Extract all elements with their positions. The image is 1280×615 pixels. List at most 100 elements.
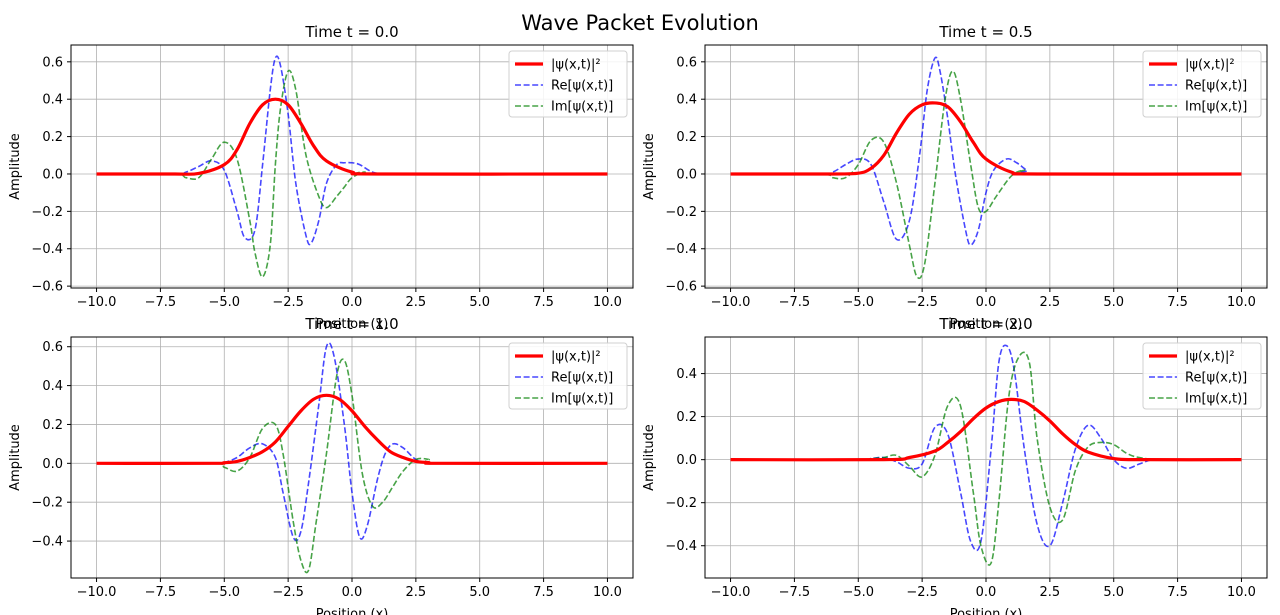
legend-label: |ψ(x,t)|² [551,58,601,73]
legend-label: |ψ(x,t)|² [1185,350,1235,365]
y-tick-label: 0.6 [42,55,63,70]
y-tick-label: −0.2 [665,205,697,220]
x-axis-label: Position (x) [316,317,389,332]
series-line-1 [730,344,1242,552]
x-tick-label: 0.0 [342,585,363,600]
y-tick-label: 0.2 [676,410,697,425]
x-axis-label: Position (x) [950,317,1023,332]
subplot-title: Time t = 2.0 [938,315,1032,333]
legend-label: Re[ψ(x,t)] [551,79,613,94]
x-tick-label: −7.5 [779,585,811,600]
x-tick-label: 2.5 [406,585,427,600]
legend-label: |ψ(x,t)|² [551,350,601,365]
legend-label: Re[ψ(x,t)] [1185,79,1247,94]
y-tick-label: 0.6 [42,340,63,355]
legend-box [508,342,628,410]
y-tick-label: −0.4 [665,539,697,554]
x-tick-label: −5.0 [208,585,240,600]
y-tick-label: 0.2 [42,418,63,433]
legend-label: Re[ψ(x,t)] [551,371,613,386]
legend-label: Re[ψ(x,t)] [1185,371,1247,386]
x-tick-label: 0.0 [976,295,997,310]
legend-label: Im[ψ(x,t)] [551,100,613,115]
legend-box [1142,342,1262,410]
y-tick-label: −0.2 [665,496,697,511]
x-tick-label: −10.0 [77,585,117,600]
grid [705,45,1267,288]
x-tick-label: 7.5 [1167,295,1188,310]
x-tick-label: 10.0 [593,295,622,310]
legend: |ψ(x,t)|² Re[ψ(x,t)] Im[ψ(x,t)] [1142,342,1262,410]
x-tick-label: −10.0 [711,295,751,310]
legend-label: Im[ψ(x,t)] [1185,392,1247,407]
x-tick-label: −2.5 [906,585,938,600]
y-axis-label: Amplitude [8,133,23,200]
subplot-2: −10.0 −7.5 −5.0 −2.5 0.0 2.5 5.0 7.5 10.0 −0.6 −0.… [642,23,1268,332]
series-line-2 [730,70,1242,280]
x-tick-label: 2.5 [1040,295,1061,310]
y-tick-label: 0.0 [42,457,63,472]
x-tick-label: −10.0 [711,585,751,600]
x-tick-label: −2.5 [272,295,304,310]
x-tick-label: 2.5 [406,295,427,310]
x-tick-label: 0.0 [976,585,997,600]
series-group [730,344,1242,566]
x-tick-label: 7.5 [1167,585,1188,600]
x-axis-label: Position (x) [316,607,389,615]
x-tick-label: 5.0 [469,295,490,310]
series-line-0 [730,101,1242,176]
y-tick-label: −0.2 [31,496,63,511]
x-tick-label: 5.0 [469,585,490,600]
series-line-2 [730,351,1242,566]
y-tick-label: 0.0 [42,167,63,182]
y-tick-label: 0.4 [676,93,697,108]
legend: |ψ(x,t)|² Re[ψ(x,t)] Im[ψ(x,t)] [508,50,628,118]
y-axis-label: Amplitude [642,133,657,200]
y-tick-label: 0.2 [676,130,697,145]
series-line-1 [96,55,608,246]
legend: |ψ(x,t)|² Re[ψ(x,t)] Im[ψ(x,t)] [508,342,628,410]
x-tick-label: −5.0 [842,295,874,310]
legend: |ψ(x,t)|² Re[ψ(x,t)] Im[ψ(x,t)] [1142,50,1262,118]
series-line-1 [730,56,1242,246]
x-tick-label: 7.5 [533,295,554,310]
subplot-1: −10.0 −7.5 −5.0 −2.5 0.0 2.5 5.0 7.5 10.0 −0.6 −0.… [8,23,634,332]
x-tick-label: 10.0 [1227,295,1256,310]
y-tick-label: 0.6 [676,55,697,70]
y-tick-label: −0.4 [31,535,63,550]
x-tick-label: 7.5 [533,585,554,600]
y-tick-label: 0.0 [676,453,697,468]
series-line-0 [730,397,1242,462]
legend-label: Im[ψ(x,t)] [551,392,613,407]
series-group [96,55,608,278]
subplot-title: Time t = 0.0 [304,23,398,41]
figure-title: Wave Packet Evolution [521,11,759,35]
x-tick-label: 2.5 [1040,585,1061,600]
legend-box [1142,50,1262,118]
y-axis-label: Amplitude [642,424,657,491]
x-tick-label: 10.0 [593,585,622,600]
series-group [730,56,1242,280]
y-tick-label: −0.2 [31,205,63,220]
y-tick-label: −0.4 [665,242,697,257]
y-tick-label: 0.0 [676,167,697,182]
y-tick-label: −0.6 [665,280,697,295]
y-tick-label: 0.4 [42,379,63,394]
y-tick-label: 0.2 [42,130,63,145]
x-tick-label: −2.5 [272,585,304,600]
series-line-1 [96,342,608,542]
legend-label: Im[ψ(x,t)] [1185,100,1247,115]
x-tick-label: 5.0 [1103,585,1124,600]
legend-label: |ψ(x,t)|² [1185,58,1235,73]
legend-box [508,50,628,118]
y-tick-label: 0.4 [42,93,63,108]
x-tick-label: −2.5 [906,295,938,310]
series-line-0 [96,97,608,176]
series-group [96,342,608,574]
x-tick-label: 0.0 [342,295,363,310]
subplot-3: −10.0 −7.5 −5.0 −2.5 0.0 2.5 5.0 7.5 10.0 −0.4 −0.… [8,315,634,615]
x-tick-label: −10.0 [77,295,117,310]
x-tick-label: 5.0 [1103,295,1124,310]
x-axis-label: Position (x) [950,607,1023,615]
